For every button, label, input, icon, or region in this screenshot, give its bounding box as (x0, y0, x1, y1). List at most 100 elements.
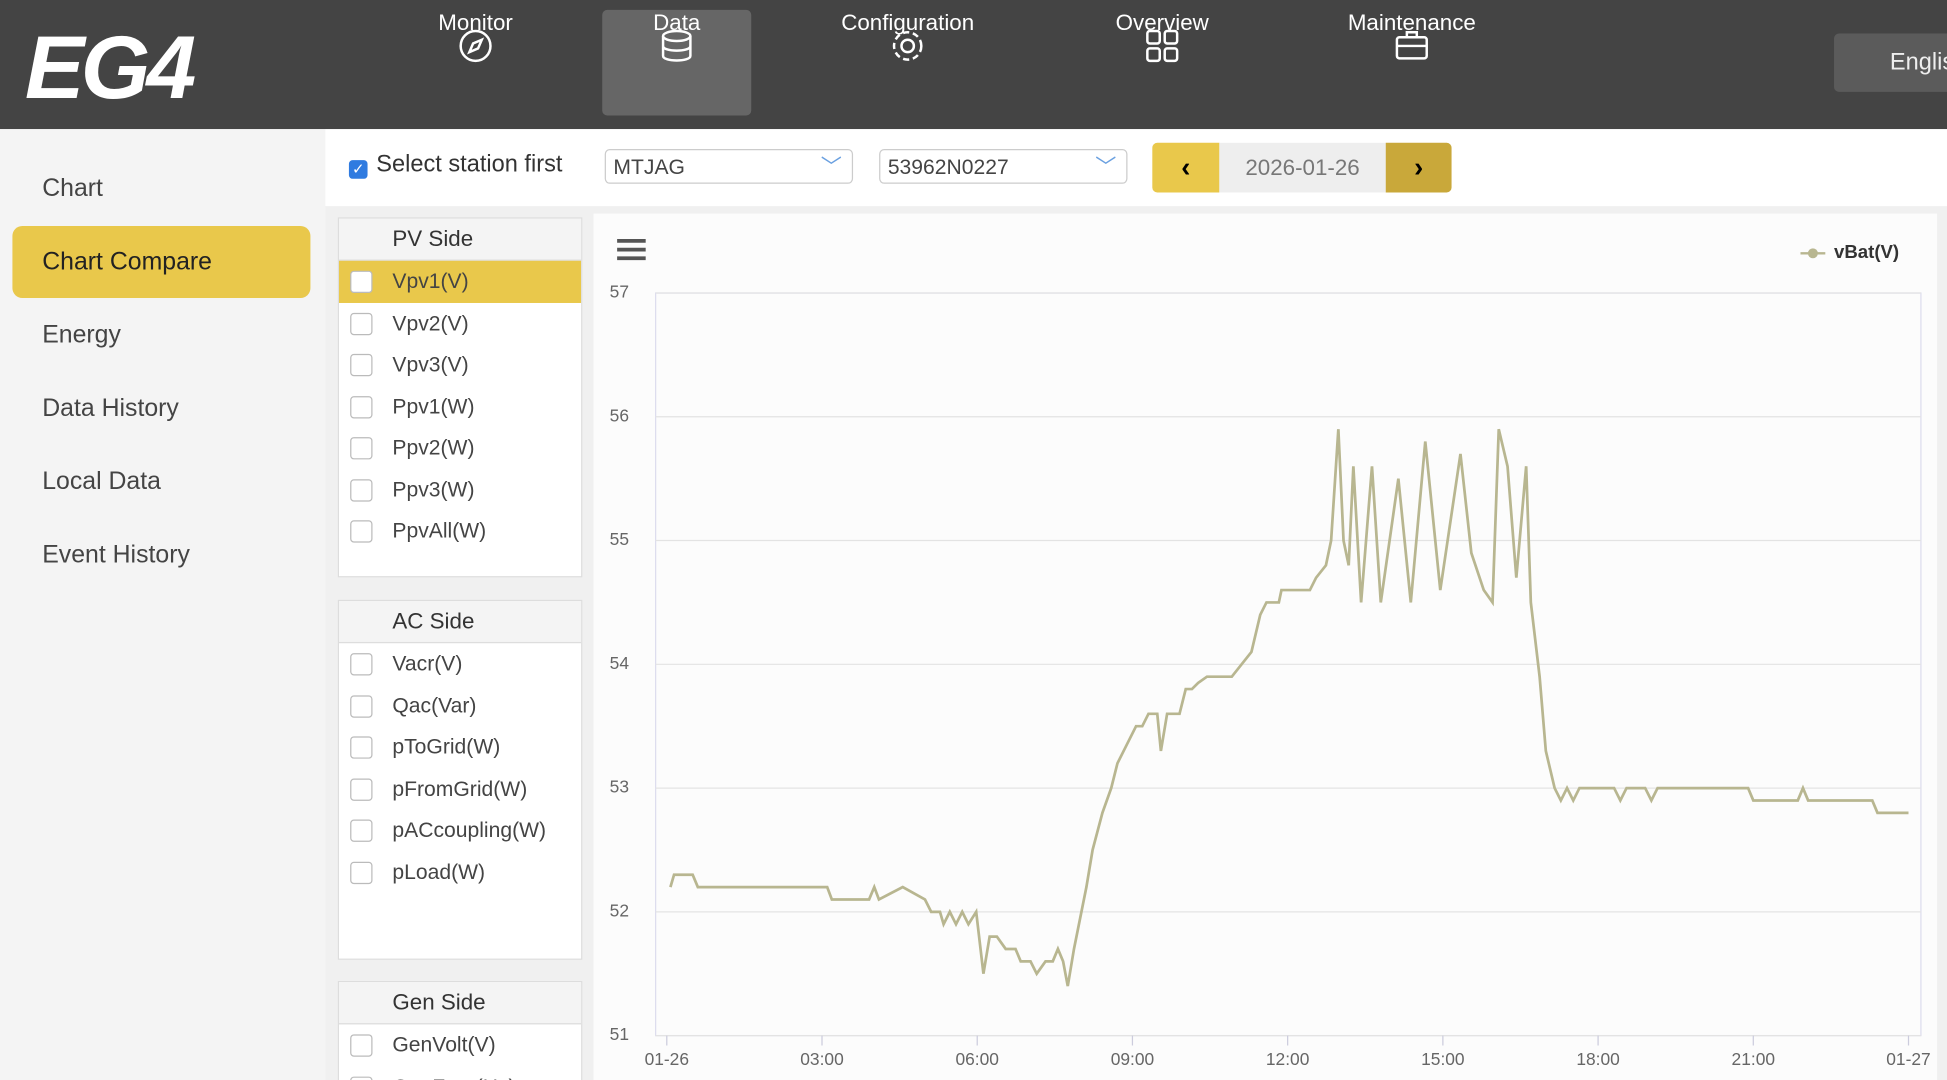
nav-label: Configuration (841, 9, 975, 35)
checkbox[interactable] (350, 270, 373, 294)
nav-label: Maintenance (1347, 9, 1476, 35)
checkbox[interactable] (350, 819, 373, 842)
y-tick-label: 53 (610, 777, 629, 797)
x-tick-label: 01-27 (1886, 1049, 1930, 1069)
panel-title: PV Side (338, 218, 582, 261)
checkbox[interactable] (350, 437, 373, 460)
legend-label: vBat(V) (1834, 241, 1899, 262)
checkbox-item[interactable]: pFromGrid(W) (339, 768, 581, 810)
checkbox[interactable] (350, 1075, 373, 1080)
chart: 51 52 53 54 55 56 57 01-26 03:00 06:00 09:00 12:00 1… (610, 239, 1931, 1069)
checkbox[interactable] (350, 1034, 373, 1057)
nav-icon (661, 29, 692, 62)
checkbox[interactable] (350, 312, 373, 335)
menu-icon[interactable] (617, 239, 646, 261)
checkbox-label: GenVolt(V) (392, 1033, 496, 1057)
checkbox-item[interactable]: PpvAll(W) (339, 510, 581, 552)
checkbox-item[interactable]: pACcoupling(W) (339, 810, 581, 852)
sidebar: Chart Chart Compare Energy Data History Loca… (0, 129, 326, 1080)
checkbox-panel: PV Side Vpv1(V) Vpv2(V) Vpv3(V) Ppv1(W) Ppv2(… (337, 217, 583, 578)
x-tick-label: 03:00 (800, 1049, 843, 1069)
nav-icon (892, 31, 923, 61)
checkbox-item[interactable]: Vpv1(V) (338, 260, 582, 303)
panel-title: AC Side (338, 600, 582, 644)
date[interactable]: 2026-01-26 (1219, 142, 1386, 193)
checkbox-label: pToGrid(W) (392, 735, 501, 759)
nav-item[interactable]: Overview (1088, 10, 1237, 116)
checkbox-label: GenFreq(Hz) (392, 1075, 515, 1080)
checkbox-label: Vpv3(V) (392, 352, 469, 377)
checkbox-item[interactable]: Ppv1(W) (339, 386, 581, 428)
y-tick-label: 51 (610, 1024, 629, 1044)
checkbox[interactable] (350, 520, 373, 543)
checkbox-item[interactable]: Vpv3(V) (339, 344, 581, 386)
checkbox-label: Vacr(V) (392, 651, 463, 676)
checkbox-label: Vpv1(V) (392, 269, 469, 294)
checkbox[interactable] (350, 478, 373, 502)
station-select[interactable]: MTJAG ﹀ (604, 149, 854, 184)
checkbox[interactable] (350, 777, 373, 801)
sidebar-item[interactable]: Chart Compare (12, 225, 311, 299)
nav-item[interactable]: Monitor (401, 10, 550, 116)
checkbox-label: Ppv3(W) (392, 477, 475, 502)
checkbox-item[interactable]: Ppv2(W) (339, 427, 581, 469)
sidebar-item[interactable]: Local Data (42, 468, 161, 496)
chart-panel: 51 52 53 54 55 56 57 01-26 03:00 06:00 09:00 12:00 1… (593, 213, 1938, 1080)
checkbox-label: pLoad(W) (392, 859, 486, 884)
checkbox-item[interactable]: pLoad(W) (339, 851, 581, 893)
serial-select[interactable]: 53962N0227 ﹀ (879, 149, 1128, 184)
y-tick-label: 54 (610, 653, 630, 673)
language-button[interactable]: English (1834, 33, 1947, 92)
x-tick-label: 18:00 (1576, 1049, 1619, 1069)
checkbox-item[interactable]: pToGrid(W) (339, 726, 581, 768)
nav-item[interactable]: Configuration (833, 10, 982, 116)
checkbox-item[interactable]: Ppv3(W) (339, 469, 581, 511)
prev-date[interactable]: ‹ (1152, 142, 1220, 193)
checkbox-item[interactable]: Vpv2(V) (339, 302, 581, 344)
checkbox[interactable] (350, 653, 373, 676)
sidebar-item[interactable]: Chart (42, 175, 103, 203)
checkbox[interactable] (350, 736, 373, 759)
x-tick-label: 21:00 (1732, 1049, 1775, 1069)
checkbox-item[interactable]: Qac(Var) (339, 685, 581, 727)
x-tick-label: 12:00 (1266, 1049, 1309, 1069)
y-tick-label: 56 (610, 405, 629, 425)
sidebar-item[interactable]: Event History (42, 541, 190, 569)
sidebar-item[interactable]: Data History (42, 394, 179, 423)
next-date[interactable]: › (1385, 142, 1452, 193)
checkbox-label: Vpv2(V) (392, 311, 469, 335)
checkbox-label: pACcoupling(W) (392, 818, 547, 842)
legend-marker (1807, 248, 1818, 259)
station-checkbox[interactable]: ✓ (348, 160, 368, 179)
x-tick-label: 15:00 (1421, 1049, 1464, 1069)
checkbox-panel: AC Side Vacr(V) Qac(Var) pToGrid(W) pFromGri… (337, 599, 583, 960)
header: EG4 English Monitor Data Configuration Over… (0, 0, 1947, 130)
checkbox-label: Ppv2(W) (392, 435, 475, 460)
nav-item[interactable]: Data (602, 9, 752, 116)
y-tick-label: 52 (610, 900, 629, 920)
checkbox[interactable] (350, 694, 373, 718)
series-line (669, 428, 1909, 987)
checkbox-label: PpvAll(W) (392, 519, 487, 543)
station: MTJAG (613, 155, 685, 179)
serial: 53962N0227 (887, 155, 1009, 179)
checkbox[interactable] (350, 861, 373, 884)
checkbox-panel: Gen Side GenVolt(V) GenFreq(Hz) (337, 980, 583, 1080)
nav-icon (1146, 29, 1179, 63)
y-tick-label: 55 (610, 529, 629, 549)
panel-title: Gen Side (338, 982, 582, 1025)
station-label: Select station first (376, 151, 563, 178)
checkbox-label: pFromGrid(W) (392, 776, 528, 801)
nav-icon (1395, 31, 1428, 60)
checkbox-item[interactable]: Vacr(V) (339, 643, 581, 685)
nav-item[interactable]: Maintenance (1337, 10, 1486, 116)
checkbox[interactable] (350, 353, 373, 377)
checkbox-item[interactable]: GenFreq(Hz) (339, 1066, 581, 1080)
logo[interactable]: EG4 (24, 18, 196, 118)
x-tick-label: 06:00 (955, 1049, 998, 1069)
checkbox[interactable] (350, 395, 373, 418)
sidebar-item[interactable]: Energy (42, 321, 121, 349)
checkbox-item[interactable]: GenVolt(V) (339, 1024, 581, 1066)
